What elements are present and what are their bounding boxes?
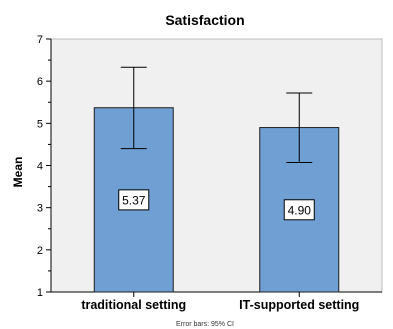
data-label-box — [118, 189, 150, 211]
y-axis-label: Mean — [11, 157, 25, 188]
y-tick-label: 3 — [37, 203, 43, 215]
chart-title: Satisfaction — [165, 12, 244, 28]
error-bars-note: Error bars: 95% CI — [176, 321, 234, 328]
data-label: 5.37 — [122, 193, 146, 207]
data-label-box — [283, 199, 315, 221]
data-label: 4.90 — [288, 203, 312, 217]
x-tick-label: traditional setting — [81, 298, 186, 312]
error-bars-group — [120, 66, 313, 164]
y-tick-label: 7 — [37, 34, 43, 46]
y-tick-label: 5 — [37, 118, 43, 130]
data-labels-group: 5.37 4.90 — [118, 189, 315, 221]
x-tick-labels-group: traditional setting IT-supported setting — [81, 292, 359, 312]
y-tick-label: 1 — [37, 287, 43, 299]
x-tick-label: IT-supported setting — [239, 298, 359, 312]
y-tick-label: 4 — [37, 161, 43, 173]
y-tick-label: 6 — [37, 76, 43, 88]
y-tick-label: 2 — [37, 245, 43, 257]
